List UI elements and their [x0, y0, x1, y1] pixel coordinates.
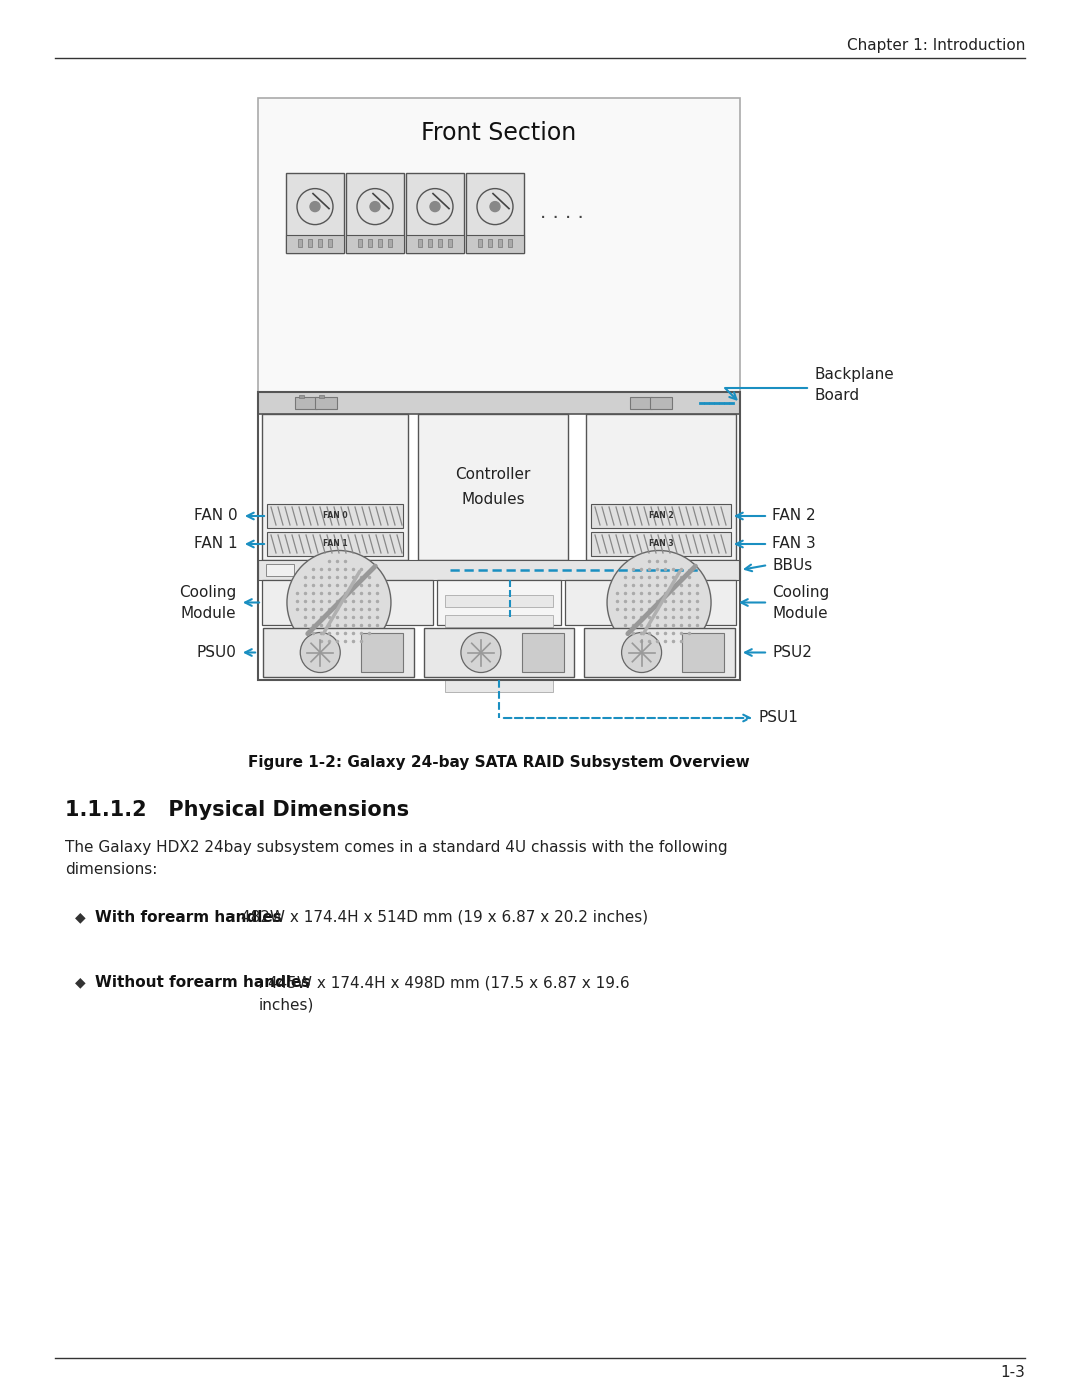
Circle shape: [490, 201, 500, 211]
Bar: [318, 239, 322, 247]
Circle shape: [430, 201, 440, 211]
Bar: [308, 239, 312, 247]
Bar: [488, 239, 492, 247]
Text: 1-3: 1-3: [1000, 1365, 1025, 1380]
Bar: [258, 98, 740, 393]
Bar: [295, 397, 318, 409]
Bar: [328, 239, 332, 247]
Circle shape: [461, 633, 501, 672]
Text: PSU1: PSU1: [759, 711, 799, 725]
Text: The Galaxy HDX2 24bay subsystem comes in a standard 4U chassis with the followin: The Galaxy HDX2 24bay subsystem comes in…: [65, 840, 728, 855]
Circle shape: [287, 550, 391, 655]
Text: FAN 2: FAN 2: [649, 511, 673, 521]
Text: Controller
Modules: Controller Modules: [456, 467, 530, 507]
Bar: [346, 173, 404, 253]
Text: . . . .: . . . .: [540, 204, 584, 222]
Text: FAN 1: FAN 1: [323, 539, 348, 549]
Bar: [591, 532, 731, 556]
Text: FAN 3: FAN 3: [772, 536, 815, 552]
Bar: [266, 564, 294, 576]
Bar: [258, 560, 740, 580]
Bar: [445, 595, 553, 608]
Bar: [438, 239, 442, 247]
Text: Chapter 1: Introduction: Chapter 1: Introduction: [847, 38, 1025, 53]
Text: Front Section: Front Section: [421, 122, 577, 145]
Bar: [388, 239, 392, 247]
Bar: [437, 580, 561, 624]
Text: 1.1.1.2   Physical Dimensions: 1.1.1.2 Physical Dimensions: [65, 800, 409, 820]
Bar: [465, 173, 524, 253]
Bar: [565, 580, 735, 624]
Bar: [465, 235, 524, 253]
Text: FAN 2: FAN 2: [772, 509, 815, 524]
Bar: [346, 235, 404, 253]
Bar: [586, 414, 735, 560]
Text: ◆: ◆: [75, 975, 85, 989]
Bar: [522, 633, 564, 672]
Circle shape: [300, 633, 340, 672]
Bar: [406, 173, 464, 253]
Circle shape: [370, 201, 380, 211]
Bar: [591, 504, 731, 528]
Bar: [262, 580, 433, 624]
Bar: [315, 397, 337, 409]
Bar: [298, 239, 302, 247]
Text: : 482W x 174.4H x 514D mm (19 x 6.87 x 20.2 inches): : 482W x 174.4H x 514D mm (19 x 6.87 x 2…: [231, 909, 648, 925]
Bar: [286, 235, 345, 253]
Text: Figure 1-2: Galaxy 24-bay SATA RAID Subsystem Overview: Figure 1-2: Galaxy 24-bay SATA RAID Subs…: [248, 754, 750, 770]
Bar: [584, 629, 735, 678]
Bar: [448, 239, 453, 247]
Bar: [258, 393, 740, 414]
Bar: [445, 659, 553, 672]
Bar: [418, 239, 422, 247]
Bar: [445, 680, 553, 692]
Bar: [478, 239, 482, 247]
Text: FAN 1: FAN 1: [194, 536, 238, 552]
Bar: [262, 414, 408, 560]
Bar: [508, 239, 512, 247]
Text: Cooling
Module: Cooling Module: [179, 584, 237, 620]
Bar: [378, 239, 382, 247]
Text: BBUs: BBUs: [772, 557, 812, 573]
Bar: [683, 633, 725, 672]
Text: PSU2: PSU2: [772, 645, 812, 659]
Text: inches): inches): [258, 997, 313, 1011]
Circle shape: [622, 633, 662, 672]
Bar: [264, 629, 414, 678]
Text: FAN 0: FAN 0: [323, 511, 348, 521]
Bar: [650, 397, 672, 409]
Bar: [428, 239, 432, 247]
Bar: [357, 239, 362, 247]
Circle shape: [607, 550, 711, 655]
Circle shape: [310, 201, 320, 211]
Bar: [445, 615, 553, 627]
Text: dimensions:: dimensions:: [65, 862, 158, 877]
Text: Without forearm handles: Without forearm handles: [95, 975, 310, 990]
Bar: [368, 239, 372, 247]
Bar: [630, 397, 652, 409]
Text: FAN 3: FAN 3: [649, 539, 673, 549]
Bar: [299, 395, 303, 398]
Bar: [267, 532, 403, 556]
Bar: [498, 239, 502, 247]
Text: : 445W x 174.4H x 498D mm (17.5 x 6.87 x 19.6: : 445W x 174.4H x 498D mm (17.5 x 6.87 x…: [258, 975, 630, 990]
Bar: [319, 395, 324, 398]
Bar: [361, 633, 403, 672]
Text: With forearm handles: With forearm handles: [95, 909, 282, 925]
Text: FAN 0: FAN 0: [194, 509, 238, 524]
Bar: [418, 414, 568, 560]
Bar: [267, 504, 403, 528]
Bar: [286, 173, 345, 253]
Bar: [445, 636, 553, 647]
Text: Cooling
Module: Cooling Module: [772, 584, 829, 620]
Bar: [258, 393, 740, 680]
Bar: [406, 235, 464, 253]
Text: Backplane
Board: Backplane Board: [815, 367, 894, 402]
Text: PSU0: PSU0: [197, 645, 237, 659]
Text: ◆: ◆: [75, 909, 85, 923]
Bar: [423, 629, 575, 678]
